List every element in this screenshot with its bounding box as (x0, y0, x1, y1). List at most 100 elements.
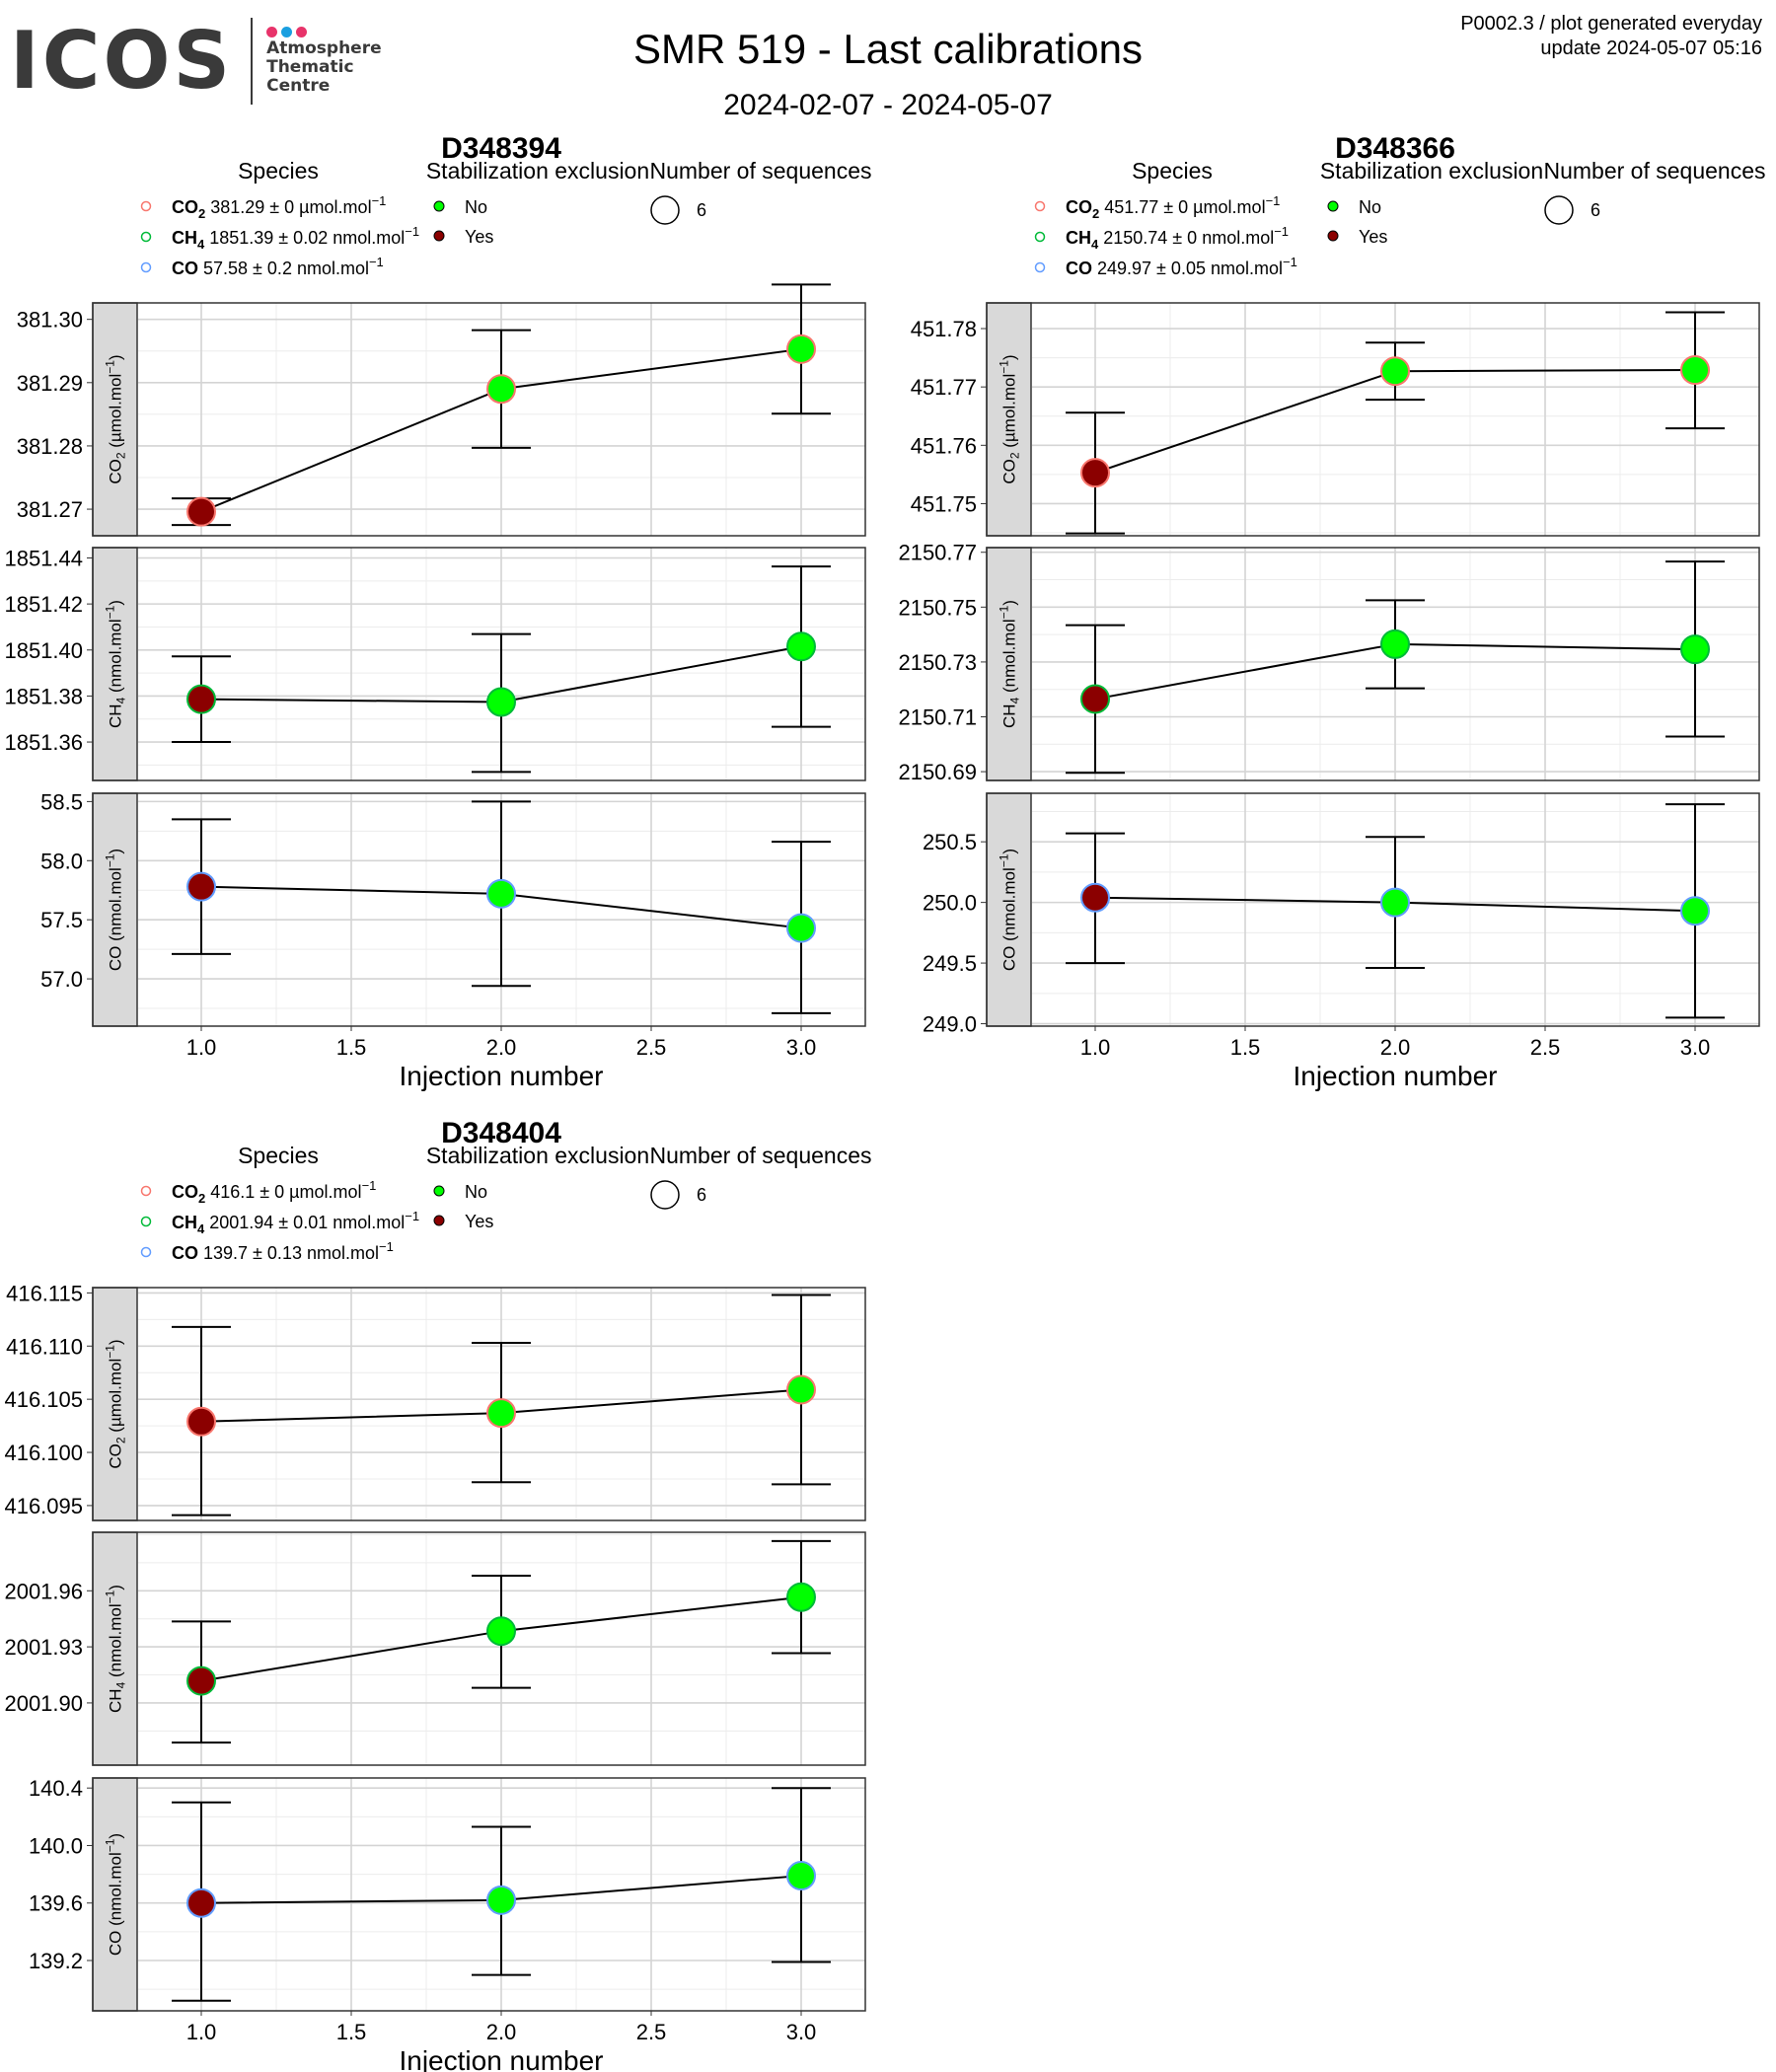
panel-strip-label: CO2 (µmol.mol−1) (104, 354, 128, 483)
stab-key-Yes (1327, 230, 1339, 242)
x-axis-label: Injection number (1293, 1061, 1497, 1091)
species-legend-CH4: CH4 2150.74 ± 0 nmol.mol−1 (1066, 224, 1289, 252)
chart-title: D348404 (441, 1117, 561, 1149)
logo-dot-icon (266, 27, 278, 37)
y-tick-label: 1851.40 (4, 638, 83, 663)
plot-info-line-2: update 2024-05-07 05:16 (1540, 37, 1762, 59)
data-point (786, 1374, 816, 1405)
page-title: SMR 519 - Last calibrations (633, 26, 1143, 72)
panel-strip-label: CO (nmol.mol−1) (104, 849, 125, 971)
plot-info: P0002.3 / plot generated everyday update… (1460, 12, 1762, 61)
species-legend-CH4: CH4 2001.94 ± 0.01 nmol.mol−1 (172, 1209, 419, 1236)
species-legend-CO: CO 139.7 ± 0.13 nmol.mol−1 (172, 1239, 394, 1263)
x-tick-label: 1.0 (1080, 1035, 1111, 1060)
stab-label-No: No (1359, 197, 1381, 217)
panel-strip-label: CO2 (µmol.mol−1) (998, 354, 1022, 483)
species-legend-CO2: CO2 416.1 ± 0 µmol.mol−1 (172, 1178, 376, 1206)
sequences-key (650, 195, 680, 225)
stab-key-No (433, 1185, 445, 1197)
data-point (486, 878, 516, 909)
data-point (186, 1887, 216, 1918)
species-key-CO2 (140, 1185, 152, 1197)
legend-title-stabilization: Stabilization exclusion (426, 1143, 649, 1168)
data-point (1380, 356, 1410, 387)
x-tick-label: 3.0 (1680, 1035, 1711, 1060)
y-tick-label: 1851.44 (4, 546, 83, 570)
species-key-CH4 (1034, 231, 1046, 243)
y-tick-label: 381.28 (17, 434, 83, 459)
y-tick-label: 416.095 (4, 1494, 83, 1518)
panel-CH4: 2001.90 2001.93 2001.96 CH4 (nmol.mol−1) (4, 1531, 866, 1766)
logo-dots (266, 27, 382, 37)
panel-CH4: 2150.69 2150.71 2150.73 2150.75 2150.77 CH4 (… (898, 541, 1760, 784)
legend-title-species: Species (238, 158, 319, 184)
y-tick-label: 249.0 (923, 1012, 977, 1037)
logo-line-1: Atmosphere (266, 38, 382, 58)
chart-title: D348366 (1335, 132, 1455, 165)
y-tick-label: 381.29 (17, 371, 83, 396)
sequences-key (650, 1180, 680, 1210)
panel-border (92, 1777, 866, 2012)
y-tick-label: 2150.71 (898, 705, 977, 730)
stab-label-Yes: Yes (465, 227, 493, 247)
y-tick-label: 2150.73 (898, 650, 977, 675)
x-axis-label: Injection number (399, 2045, 603, 2072)
x-tick-label: 3.0 (786, 1035, 817, 1060)
data-point (786, 1582, 816, 1612)
panel-border (986, 792, 1760, 1027)
data-point (1080, 882, 1110, 913)
data-point (186, 1406, 216, 1437)
y-tick-label: 2001.90 (4, 1691, 83, 1716)
panel-border (986, 302, 1760, 537)
panel-strip-label: CO (nmol.mol−1) (998, 849, 1019, 971)
x-axis-label: Injection number (399, 1061, 603, 1091)
legend-title-sequences: Number of sequences (649, 1143, 871, 1168)
y-tick-label: 2150.77 (898, 541, 977, 565)
y-tick-label: 140.4 (29, 1776, 83, 1801)
logo-wordmark: ICOS (10, 15, 234, 107)
panel-CO: 57.0 57.5 58.0 58.5 CO (nmol.mol−1) (40, 789, 866, 1027)
y-tick-label: 381.30 (17, 308, 83, 333)
logo-dot-icon (281, 27, 293, 37)
y-tick-label: 451.75 (911, 491, 977, 516)
y-tick-label: 139.6 (29, 1891, 83, 1916)
legend-title-species: Species (238, 1143, 319, 1168)
stab-key-No (433, 200, 445, 212)
panel-CO2: 451.75 451.76 451.77 451.78 CO2 (µmol.mol−1) (911, 302, 1760, 537)
y-tick-label: 1851.38 (4, 684, 83, 708)
panel-CO2: 381.27 381.28 381.29 381.30 CO2 (µmol.mol−1) (17, 283, 866, 537)
legend-title-stabilization: Stabilization exclusion (1320, 158, 1543, 184)
data-point (1080, 684, 1110, 714)
data-point (486, 1398, 516, 1429)
y-tick-label: 140.0 (29, 1833, 83, 1858)
species-legend-CO: CO 57.58 ± 0.2 nmol.mol−1 (172, 255, 384, 278)
data-point (786, 631, 816, 662)
stab-label-No: No (465, 1182, 487, 1202)
x-tick-label: 1.0 (186, 2020, 217, 2044)
data-point (186, 496, 216, 527)
panel-border (92, 792, 866, 1027)
chart-D348366: D348366 Species Stabilization exclusion Num… (898, 132, 1765, 1091)
x-tick-label: 1.0 (186, 1035, 217, 1060)
y-tick-label: 416.100 (4, 1441, 83, 1465)
y-tick-label: 451.77 (911, 375, 977, 400)
data-point (1380, 629, 1410, 659)
x-tick-label: 3.0 (786, 2020, 817, 2044)
sequences-value: 6 (697, 1185, 706, 1205)
y-tick-label: 57.5 (40, 908, 83, 932)
panel-strip-label: CO (nmol.mol−1) (104, 1833, 125, 1956)
panel-border (92, 1531, 866, 1766)
plot-info-line-1: P0002.3 / plot generated everyday (1460, 13, 1762, 35)
species-legend-CO2: CO2 381.29 ± 0 µmol.mol−1 (172, 193, 386, 221)
panel-strip (986, 792, 1032, 1027)
y-tick-label: 2150.69 (898, 760, 977, 784)
panel-strip-label: CO2 (µmol.mol−1) (104, 1339, 128, 1468)
species-legend-CH4: CH4 1851.39 ± 0.02 nmol.mol−1 (172, 224, 419, 252)
stab-label-Yes: Yes (465, 1212, 493, 1231)
y-tick-label: 250.5 (923, 830, 977, 854)
x-tick-label: 2.5 (1530, 1035, 1561, 1060)
data-point (786, 333, 816, 364)
panel-CH4: 1851.36 1851.38 1851.40 1851.42 1851.44 CH4 (… (4, 546, 866, 781)
y-tick-label: 2150.75 (898, 595, 977, 620)
